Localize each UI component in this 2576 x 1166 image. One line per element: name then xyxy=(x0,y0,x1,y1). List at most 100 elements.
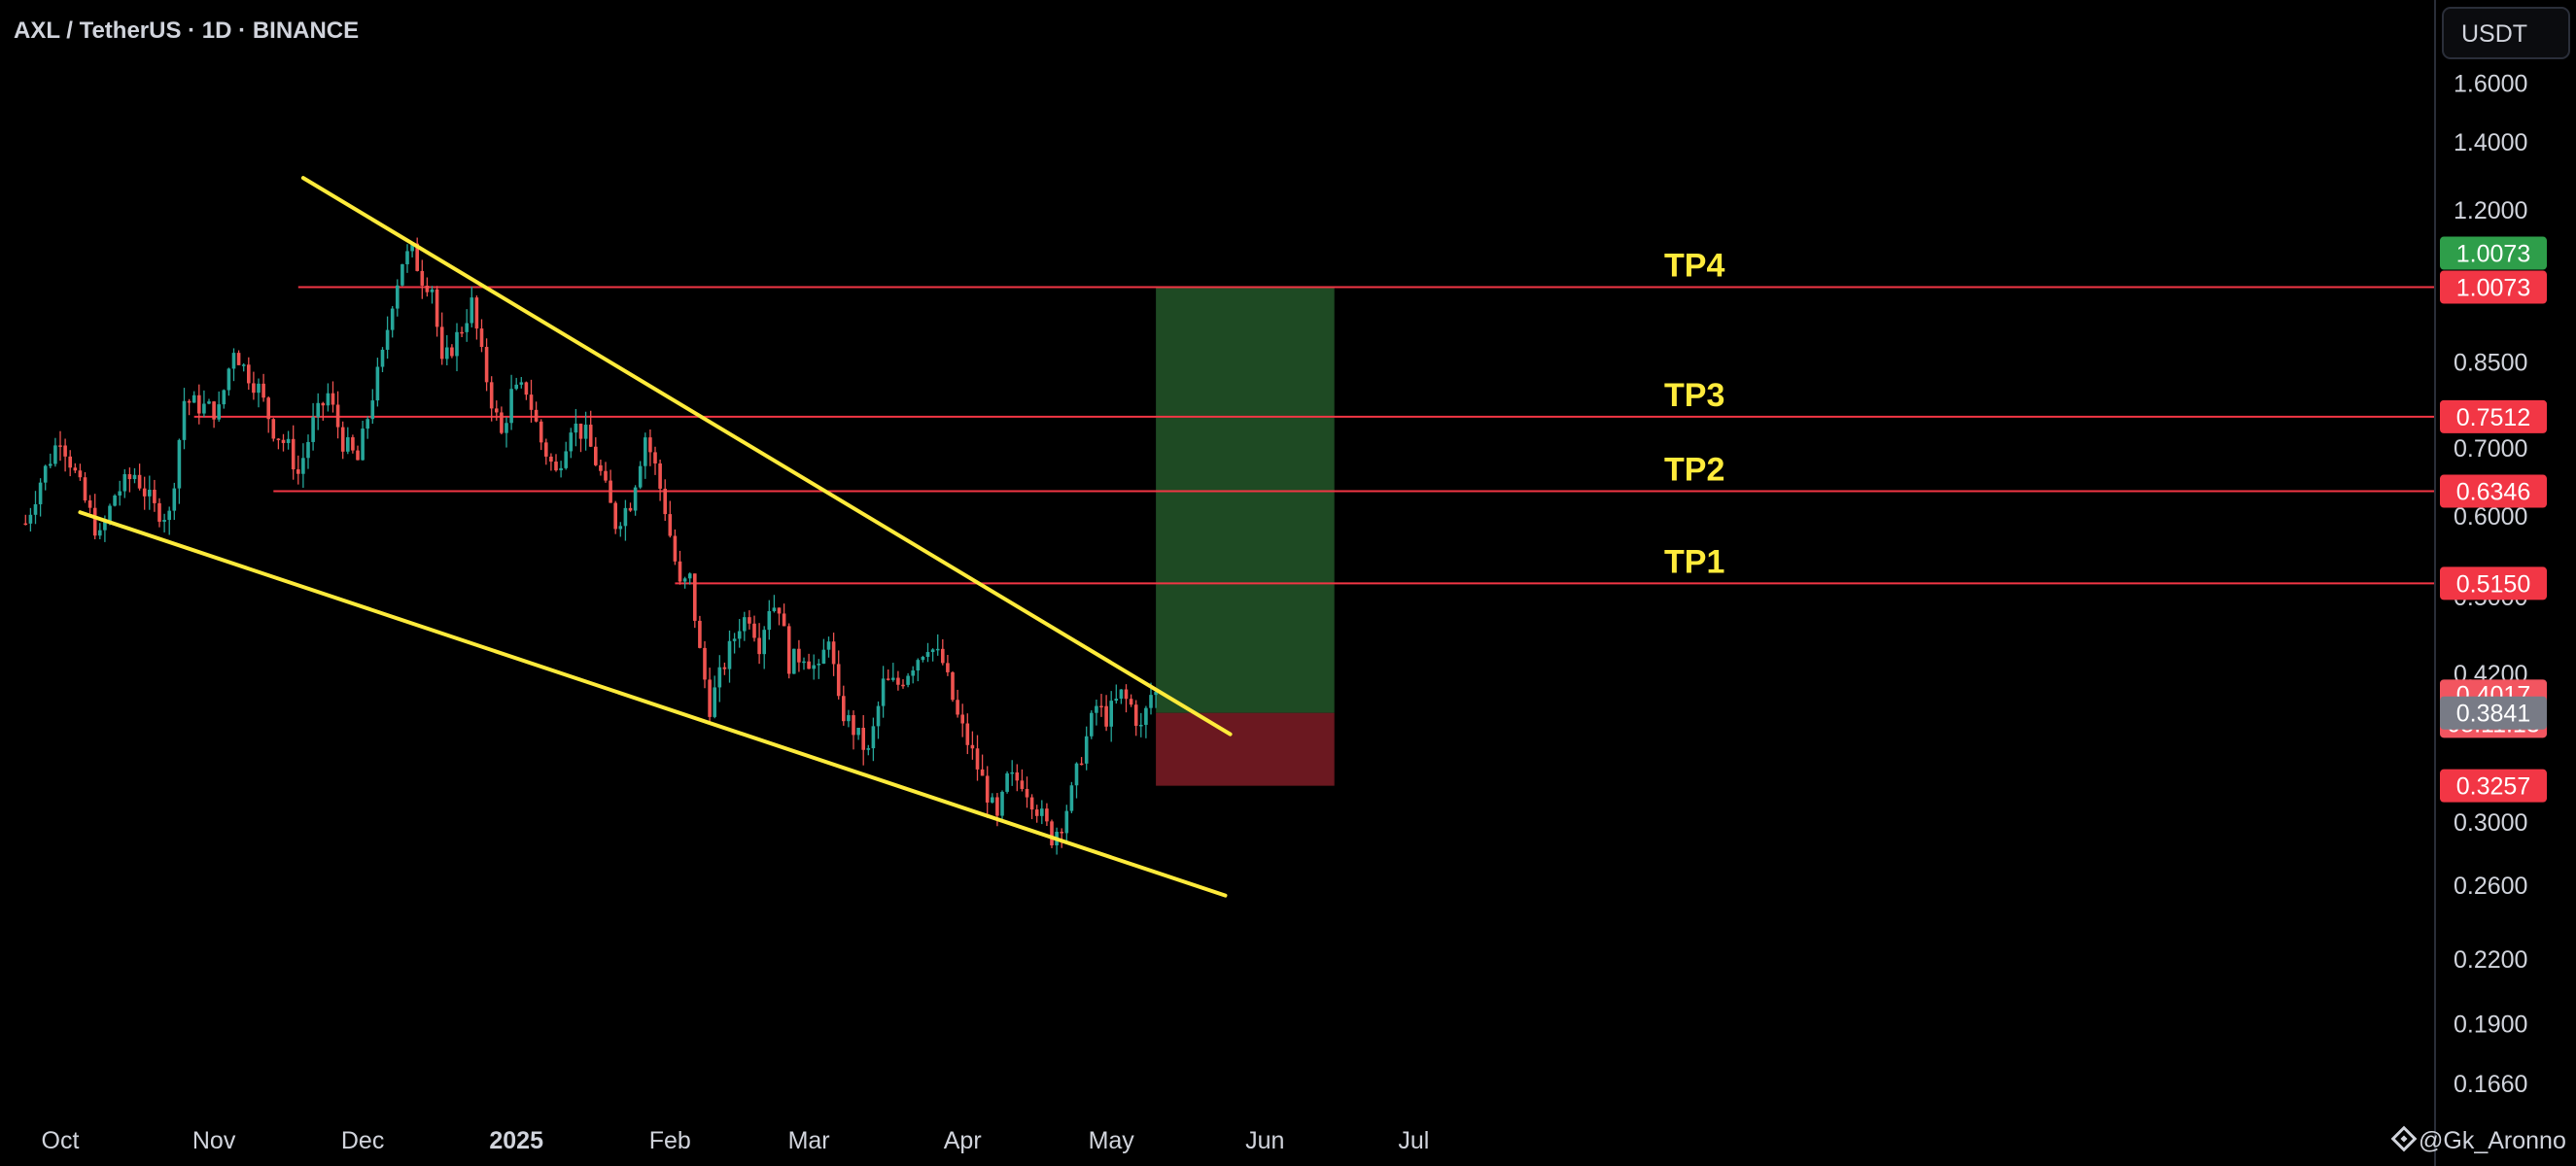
candle-body xyxy=(956,700,959,715)
candle xyxy=(58,430,62,462)
candle xyxy=(772,595,777,613)
candle xyxy=(941,638,945,666)
candle xyxy=(1129,694,1133,707)
tp-label-tp2: TP2 xyxy=(1664,452,1724,489)
candle xyxy=(296,455,300,485)
candle-body xyxy=(896,677,900,685)
candle xyxy=(682,576,687,589)
candle xyxy=(1144,705,1148,738)
candle xyxy=(687,572,692,585)
candle-body xyxy=(559,467,563,471)
candle xyxy=(197,384,201,425)
candle-body xyxy=(1095,705,1098,713)
stop-zone xyxy=(1156,712,1335,786)
entry-price-tag-value: 0.3841 xyxy=(2456,701,2530,728)
candle-body xyxy=(524,382,529,395)
candle xyxy=(985,766,990,818)
candle xyxy=(757,623,761,665)
candle-body xyxy=(831,641,836,665)
candle xyxy=(425,277,430,297)
currency-button-label[interactable]: USDT xyxy=(2461,20,2527,48)
candle xyxy=(236,350,241,365)
candle-body xyxy=(396,285,400,309)
candle-body xyxy=(549,456,553,463)
candle-body xyxy=(122,474,127,492)
level-tag-tp4-box xyxy=(2440,270,2547,304)
candle-body xyxy=(1005,772,1009,792)
candle xyxy=(826,636,831,658)
candle-body xyxy=(519,382,524,385)
candle-body xyxy=(638,465,643,488)
candle-body xyxy=(247,364,251,384)
candle xyxy=(450,344,454,359)
candle-body xyxy=(465,323,469,332)
candle-body xyxy=(743,617,747,632)
candle xyxy=(886,669,890,681)
candle xyxy=(202,390,206,418)
currency-button-frame[interactable] xyxy=(2442,7,2570,59)
stop-price-tag: 0.3257 xyxy=(2440,769,2547,803)
candle xyxy=(831,633,836,676)
candle xyxy=(167,506,171,535)
candle xyxy=(405,244,409,273)
candle xyxy=(83,471,87,503)
level-tag-tp1: 0.5150 xyxy=(2440,566,2547,600)
candle-body xyxy=(821,649,826,664)
trendlines xyxy=(78,176,1233,898)
candle-body xyxy=(663,488,667,515)
candle xyxy=(594,437,598,466)
x-tick-label: Oct xyxy=(42,1127,80,1154)
candle xyxy=(484,338,489,392)
candle-body xyxy=(1045,808,1049,822)
candle-body xyxy=(1034,809,1039,816)
candle-body xyxy=(172,488,177,511)
candle xyxy=(549,453,553,471)
candle xyxy=(33,491,38,525)
candle-body xyxy=(49,463,52,466)
candle-body xyxy=(73,467,78,471)
candle-body xyxy=(113,495,117,506)
candle xyxy=(762,626,766,669)
candle xyxy=(1124,684,1129,713)
candle-body xyxy=(1029,797,1034,810)
candle-body xyxy=(797,648,801,663)
candle-body xyxy=(578,423,583,439)
candle xyxy=(43,464,48,491)
candle-body xyxy=(767,610,772,631)
candle xyxy=(455,323,459,372)
candle-body xyxy=(807,661,811,669)
candle-body xyxy=(286,438,291,443)
candle xyxy=(1064,805,1069,844)
candle xyxy=(505,417,508,448)
candle-body xyxy=(252,383,256,394)
candle xyxy=(1069,781,1074,813)
tp-labels: TP4 TP3 TP2 TP1 xyxy=(1664,248,1724,581)
watermark-label: @Gk_Aronno xyxy=(2419,1127,2566,1154)
candle-body xyxy=(722,667,727,669)
candle-body xyxy=(916,660,921,671)
candle xyxy=(351,434,355,454)
candle-body xyxy=(1074,763,1079,786)
candle xyxy=(588,410,593,448)
candle-body xyxy=(569,432,574,452)
candle xyxy=(792,648,796,674)
candle xyxy=(1074,762,1079,799)
candle-body xyxy=(148,490,152,497)
candle xyxy=(390,305,395,338)
candle-body xyxy=(177,439,182,489)
candle xyxy=(1045,803,1049,827)
candle-body xyxy=(202,403,206,414)
candle-body xyxy=(628,507,633,511)
candle xyxy=(415,237,419,272)
currency-button[interactable]: USDT xyxy=(2442,7,2570,59)
candle-body xyxy=(108,505,112,522)
candle xyxy=(544,438,548,465)
candle-body xyxy=(1050,821,1054,846)
candle-body xyxy=(489,382,494,409)
candle xyxy=(231,348,236,382)
candle-body xyxy=(901,684,905,687)
tp-label-tp4: TP4 xyxy=(1664,248,1724,285)
candle-body xyxy=(68,456,72,468)
candle xyxy=(187,398,191,416)
